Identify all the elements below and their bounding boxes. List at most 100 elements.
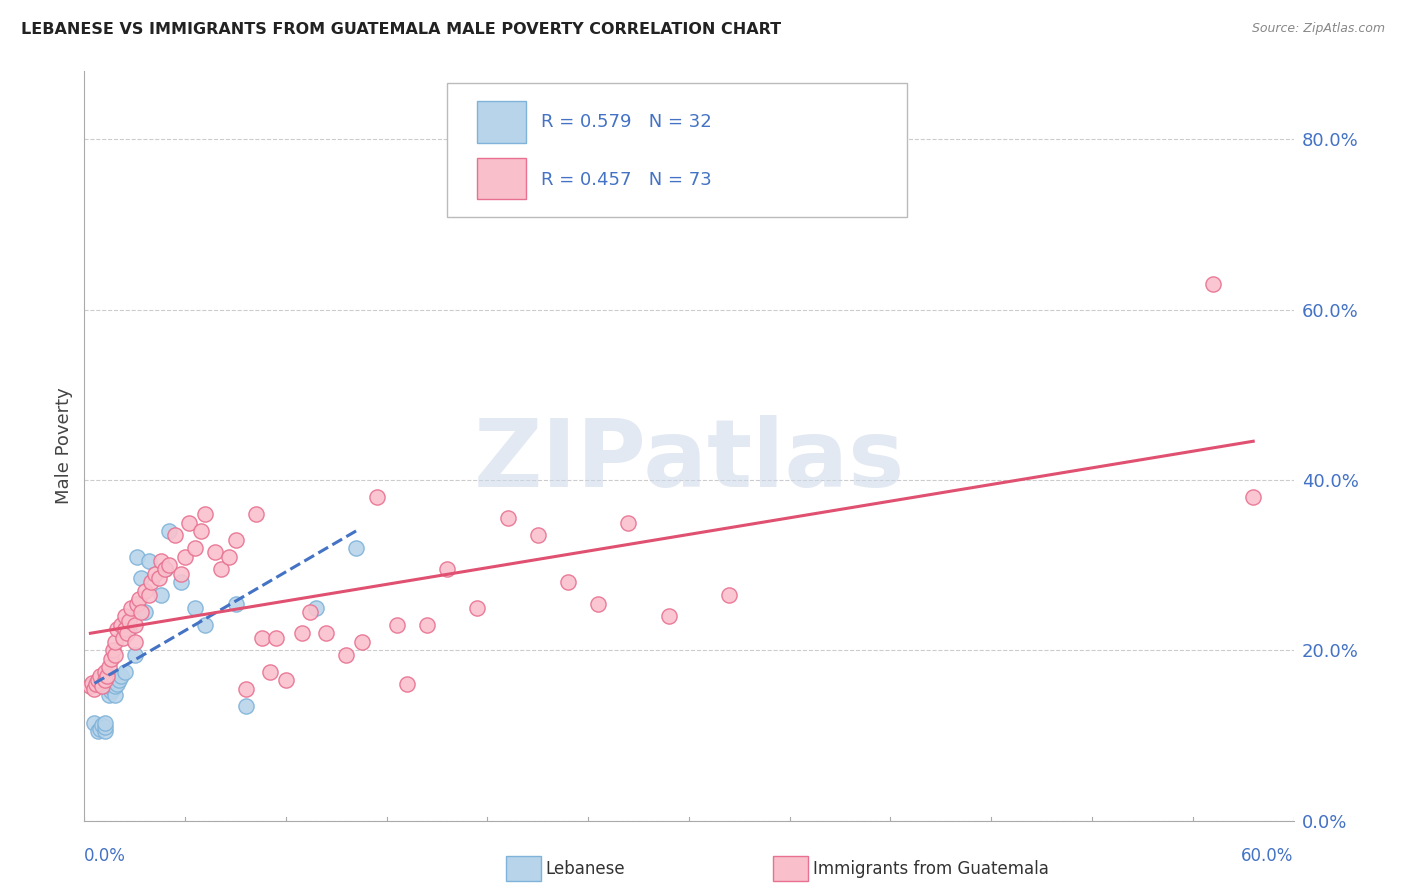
Point bbox=[87, 673, 110, 688]
Point bbox=[100, 684, 122, 698]
Point bbox=[114, 622, 136, 636]
Point bbox=[93, 673, 115, 688]
Point bbox=[194, 507, 217, 521]
Point bbox=[104, 635, 127, 649]
Point bbox=[120, 600, 142, 615]
Point bbox=[89, 669, 111, 683]
Point bbox=[496, 511, 519, 525]
Point bbox=[149, 588, 172, 602]
Point bbox=[124, 635, 146, 649]
Text: R = 0.457   N = 73: R = 0.457 N = 73 bbox=[541, 171, 713, 189]
Point bbox=[111, 631, 134, 645]
Text: 60.0%: 60.0% bbox=[1241, 847, 1294, 865]
Text: ZIPatlas: ZIPatlas bbox=[474, 415, 904, 507]
Point bbox=[617, 516, 640, 530]
Point bbox=[299, 605, 322, 619]
Point bbox=[315, 626, 337, 640]
Point bbox=[385, 617, 408, 632]
Point bbox=[305, 600, 328, 615]
Point bbox=[91, 718, 114, 732]
Point bbox=[93, 715, 115, 730]
Point bbox=[114, 609, 136, 624]
Point bbox=[125, 597, 148, 611]
Point bbox=[79, 679, 101, 693]
Point bbox=[97, 660, 120, 674]
Point bbox=[138, 588, 160, 602]
Point bbox=[1202, 277, 1225, 292]
Point bbox=[129, 571, 152, 585]
Point bbox=[157, 524, 180, 538]
Point bbox=[416, 617, 439, 632]
Point bbox=[184, 541, 207, 556]
Point bbox=[96, 669, 118, 683]
Point bbox=[105, 622, 128, 636]
Point bbox=[83, 681, 105, 696]
Text: 0.0%: 0.0% bbox=[84, 847, 127, 865]
Point bbox=[93, 665, 115, 679]
Point bbox=[125, 549, 148, 564]
Point bbox=[104, 688, 127, 702]
FancyBboxPatch shape bbox=[447, 83, 907, 218]
Point bbox=[129, 605, 152, 619]
Point bbox=[1241, 490, 1264, 504]
Point bbox=[235, 698, 257, 713]
Point bbox=[170, 566, 193, 581]
Point bbox=[134, 583, 156, 598]
Point bbox=[118, 622, 141, 636]
Point bbox=[250, 631, 273, 645]
FancyBboxPatch shape bbox=[478, 102, 526, 143]
Point bbox=[93, 720, 115, 734]
Point bbox=[104, 679, 127, 693]
Point bbox=[259, 665, 281, 679]
Point bbox=[89, 722, 111, 736]
Point bbox=[128, 592, 150, 607]
Point bbox=[527, 528, 550, 542]
Point bbox=[149, 554, 172, 568]
Point bbox=[138, 554, 160, 568]
Point bbox=[165, 528, 187, 542]
Point bbox=[658, 609, 681, 624]
Point bbox=[557, 575, 579, 590]
Point bbox=[97, 688, 120, 702]
Point bbox=[395, 677, 418, 691]
Point bbox=[264, 631, 287, 645]
Point bbox=[110, 617, 132, 632]
Point bbox=[436, 562, 458, 576]
Point bbox=[148, 571, 170, 585]
Point bbox=[174, 549, 197, 564]
Point bbox=[194, 617, 217, 632]
Point bbox=[718, 588, 741, 602]
Point bbox=[124, 648, 146, 662]
Point bbox=[124, 617, 146, 632]
Point bbox=[139, 575, 162, 590]
Point bbox=[153, 562, 176, 576]
Text: R = 0.579   N = 32: R = 0.579 N = 32 bbox=[541, 113, 713, 131]
Point bbox=[143, 566, 166, 581]
Point bbox=[100, 652, 122, 666]
Point bbox=[87, 724, 110, 739]
Point bbox=[93, 724, 115, 739]
Point bbox=[105, 677, 128, 691]
Point bbox=[153, 562, 176, 576]
Point bbox=[134, 605, 156, 619]
Point bbox=[184, 600, 207, 615]
Point bbox=[101, 681, 124, 696]
Point bbox=[366, 490, 388, 504]
Point bbox=[170, 575, 193, 590]
Point bbox=[115, 626, 138, 640]
Text: Immigrants from Guatemala: Immigrants from Guatemala bbox=[813, 860, 1049, 878]
Point bbox=[179, 516, 201, 530]
Point bbox=[91, 679, 114, 693]
Point bbox=[110, 669, 132, 683]
Point bbox=[107, 673, 129, 688]
Y-axis label: Male Poverty: Male Poverty bbox=[55, 388, 73, 504]
Point bbox=[245, 507, 267, 521]
Point bbox=[118, 614, 141, 628]
Point bbox=[218, 549, 240, 564]
Point bbox=[209, 562, 232, 576]
Point bbox=[157, 558, 180, 573]
Point bbox=[190, 524, 212, 538]
Point bbox=[274, 673, 297, 688]
Point bbox=[352, 635, 374, 649]
Text: LEBANESE VS IMMIGRANTS FROM GUATEMALA MALE POVERTY CORRELATION CHART: LEBANESE VS IMMIGRANTS FROM GUATEMALA MA… bbox=[21, 22, 782, 37]
